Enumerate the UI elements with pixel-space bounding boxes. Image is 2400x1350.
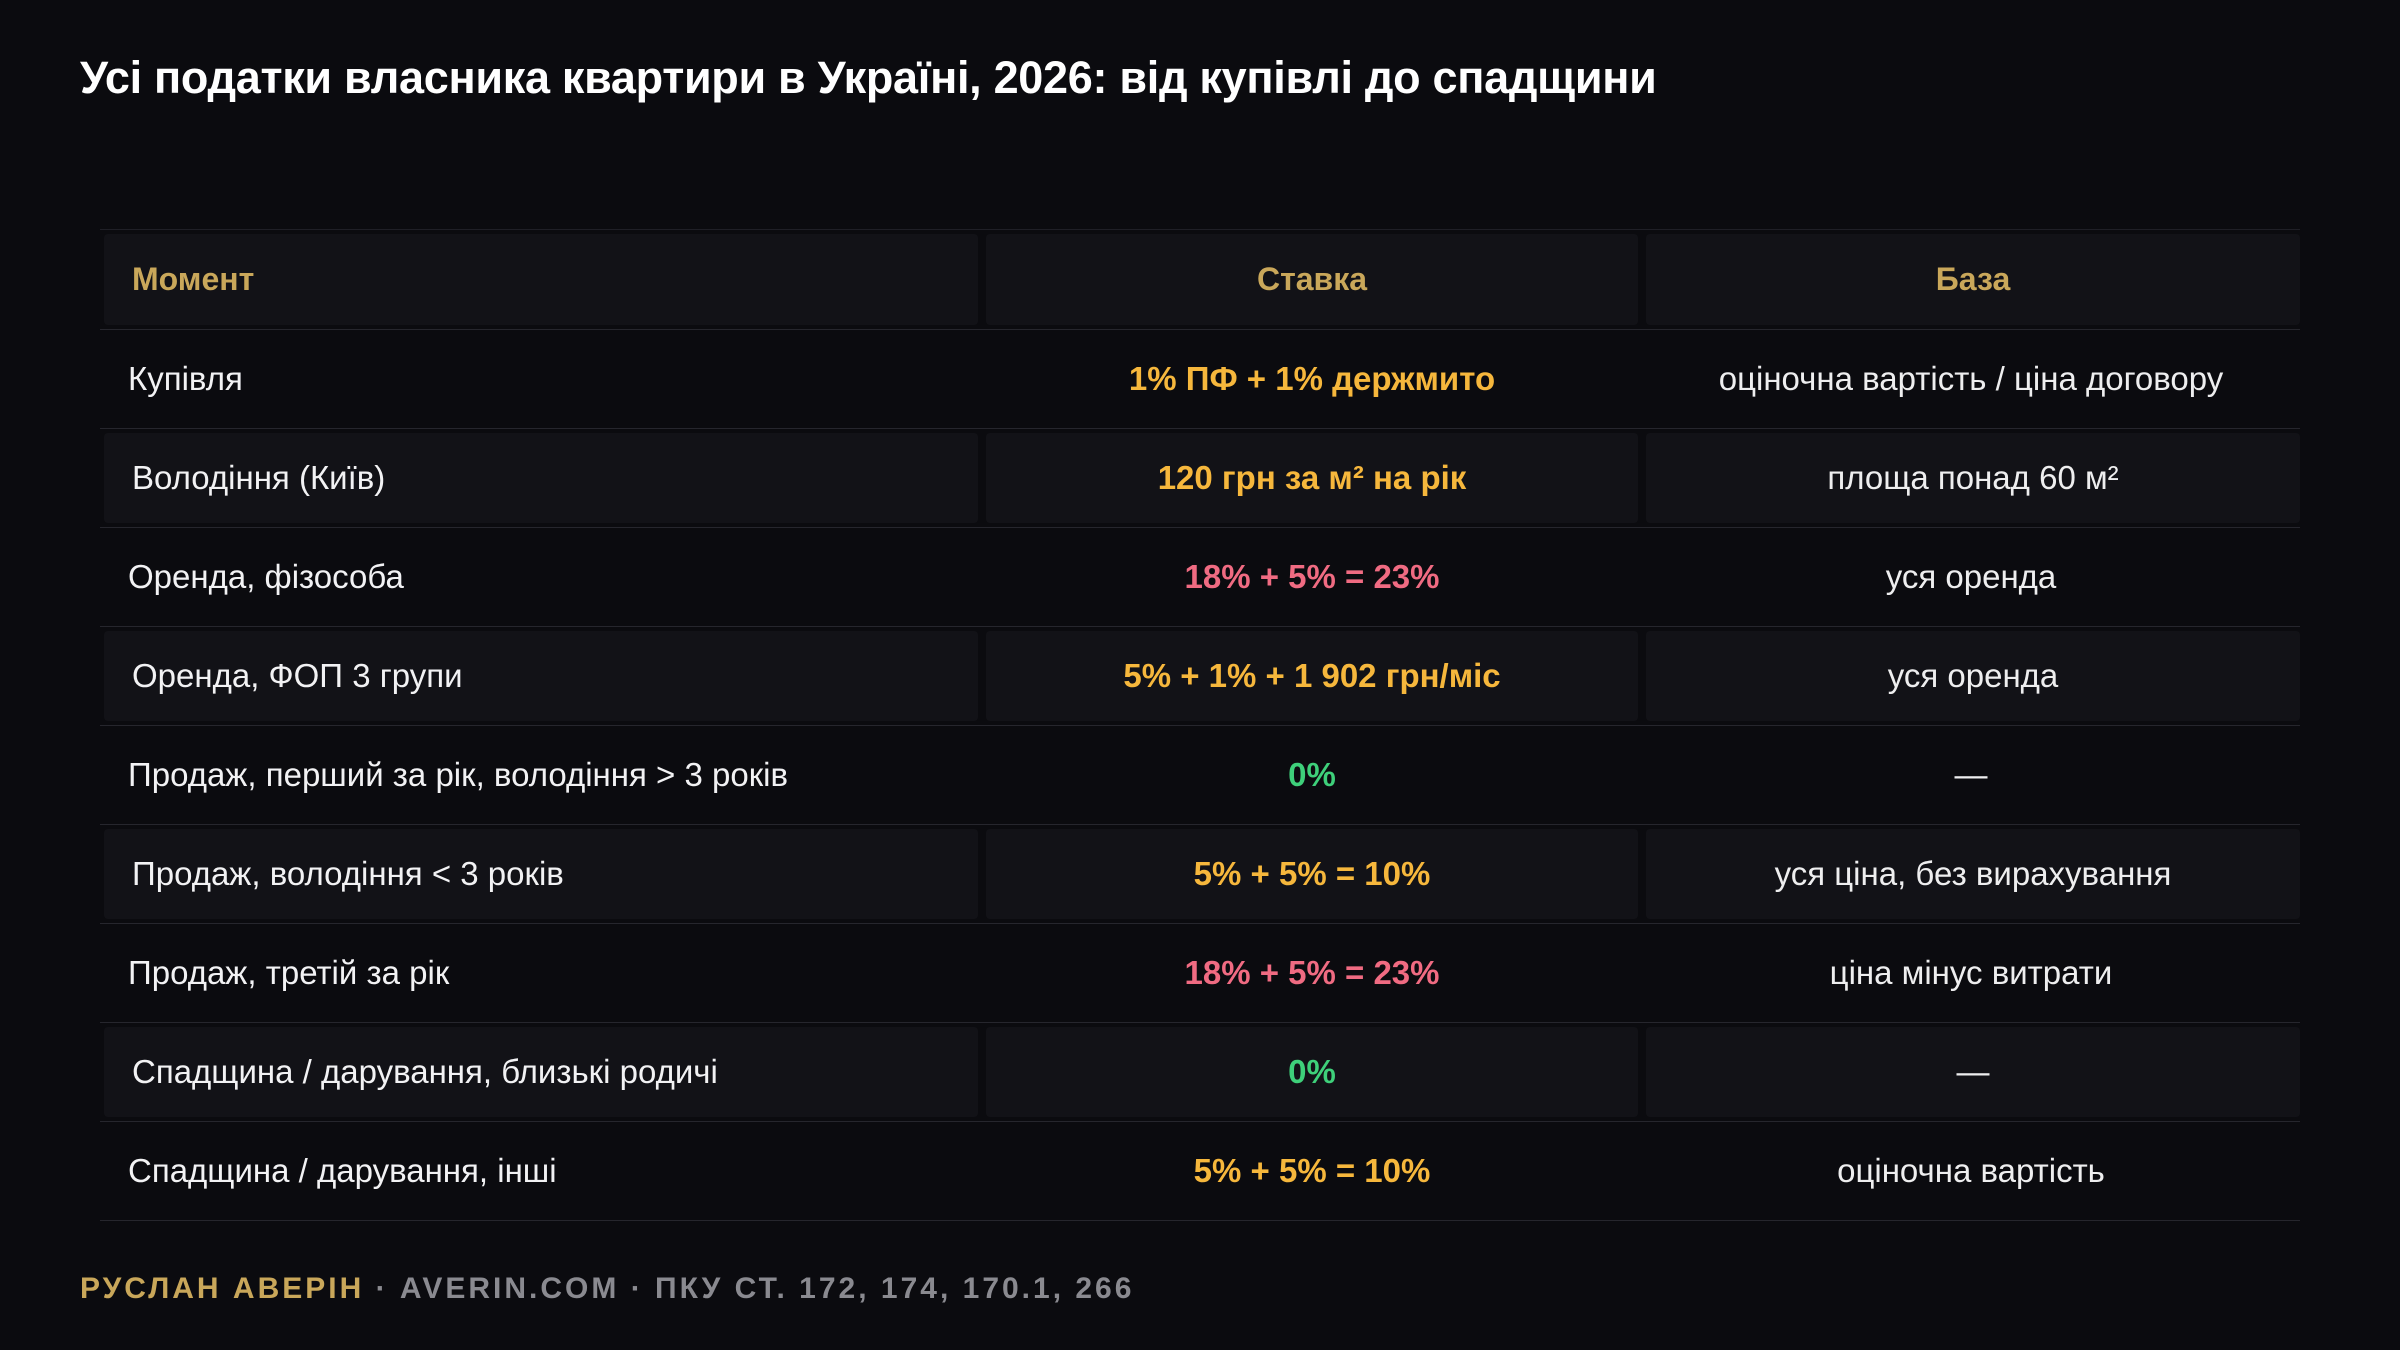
column-header-rate: Ставка bbox=[986, 234, 1638, 325]
table-row: Оренда, фізособа 18% + 5% = 23% уся оренда bbox=[100, 528, 2300, 627]
footer-author: РУСЛАН АВЕРІН bbox=[80, 1272, 365, 1305]
cell-moment: Оренда, фізособа bbox=[128, 558, 404, 595]
cell-moment: Оренда, ФОП 3 групи bbox=[104, 631, 978, 721]
cell-rate: 1% ПФ + 1% держмито bbox=[1128, 360, 1496, 397]
table-row: Продаж, третій за рік 18% + 5% = 23% ціна … bbox=[100, 924, 2300, 1023]
cell-moment: Продаж, володіння < 3 років bbox=[104, 829, 978, 919]
cell-base: оціночна вартість bbox=[1837, 1152, 2105, 1189]
table-header-row: Момент Ставка База bbox=[100, 230, 2300, 330]
table-row: Володіння (Київ) 120 грн за м² на рік площ… bbox=[100, 429, 2300, 528]
tax-table: Момент Ставка База Купівля 1% ПФ + 1% дер… bbox=[100, 229, 2300, 1221]
cell-base: — bbox=[1646, 1027, 2300, 1117]
cell-moment: Продаж, третій за рік bbox=[128, 954, 450, 991]
cell-moment: Купівля bbox=[128, 360, 243, 397]
page-title: Усі податки власника квартири в Україні,… bbox=[80, 52, 1657, 103]
cell-rate: 5% + 5% = 10% bbox=[986, 829, 1638, 919]
cell-base: оціночна вартість / ціна договору bbox=[1718, 360, 2224, 397]
cell-moment: Спадщина / дарування, близькі родичі bbox=[104, 1027, 978, 1117]
table-row: Купівля 1% ПФ + 1% держмито оціночна варті… bbox=[100, 330, 2300, 429]
cell-moment: Продаж, перший за рік, володіння > 3 рок… bbox=[128, 756, 788, 793]
cell-rate: 18% + 5% = 23% bbox=[1184, 954, 1440, 991]
cell-base: ціна мінус витрати bbox=[1829, 954, 2113, 991]
cell-base: уся оренда bbox=[1646, 631, 2300, 721]
cell-rate: 18% + 5% = 23% bbox=[1184, 558, 1440, 595]
cell-rate: 120 грн за м² на рік bbox=[986, 433, 1638, 523]
table-row: Оренда, ФОП 3 групи 5% + 1% + 1 902 грн/м… bbox=[100, 627, 2300, 726]
table-row: Продаж, володіння < 3 років 5% + 5% = 10%… bbox=[100, 825, 2300, 924]
table-row: Спадщина / дарування, близькі родичі 0% — bbox=[100, 1023, 2300, 1122]
cell-moment: Спадщина / дарування, інші bbox=[128, 1152, 557, 1189]
cell-rate: 0% bbox=[986, 1027, 1638, 1117]
table-body: Купівля 1% ПФ + 1% держмито оціночна варті… bbox=[100, 330, 2300, 1221]
cell-moment: Володіння (Київ) bbox=[104, 433, 978, 523]
footer-sources: · AVERIN.COM · ПКУ СТ. 172, 174, 170.1, … bbox=[364, 1272, 1135, 1305]
cell-base: — bbox=[1954, 756, 1988, 793]
cell-rate: 0% bbox=[1288, 756, 1336, 793]
cell-rate: 5% + 1% + 1 902 грн/міс bbox=[986, 631, 1638, 721]
cell-base: площа понад 60 м² bbox=[1646, 433, 2300, 523]
column-header-moment: Момент bbox=[104, 234, 978, 325]
cell-base: уся ціна, без вирахування bbox=[1646, 829, 2300, 919]
cell-rate: 5% + 5% = 10% bbox=[1193, 1152, 1431, 1189]
cell-base: уся оренда bbox=[1885, 558, 2057, 595]
table-row: Спадщина / дарування, інші 5% + 5% = 10% о… bbox=[100, 1122, 2300, 1221]
table-row: Продаж, перший за рік, володіння > 3 рок… bbox=[100, 726, 2300, 825]
column-header-base: База bbox=[1646, 234, 2300, 325]
footer-credits: РУСЛАН АВЕРІН · AVERIN.COM · ПКУ СТ. 172… bbox=[80, 1272, 1134, 1306]
